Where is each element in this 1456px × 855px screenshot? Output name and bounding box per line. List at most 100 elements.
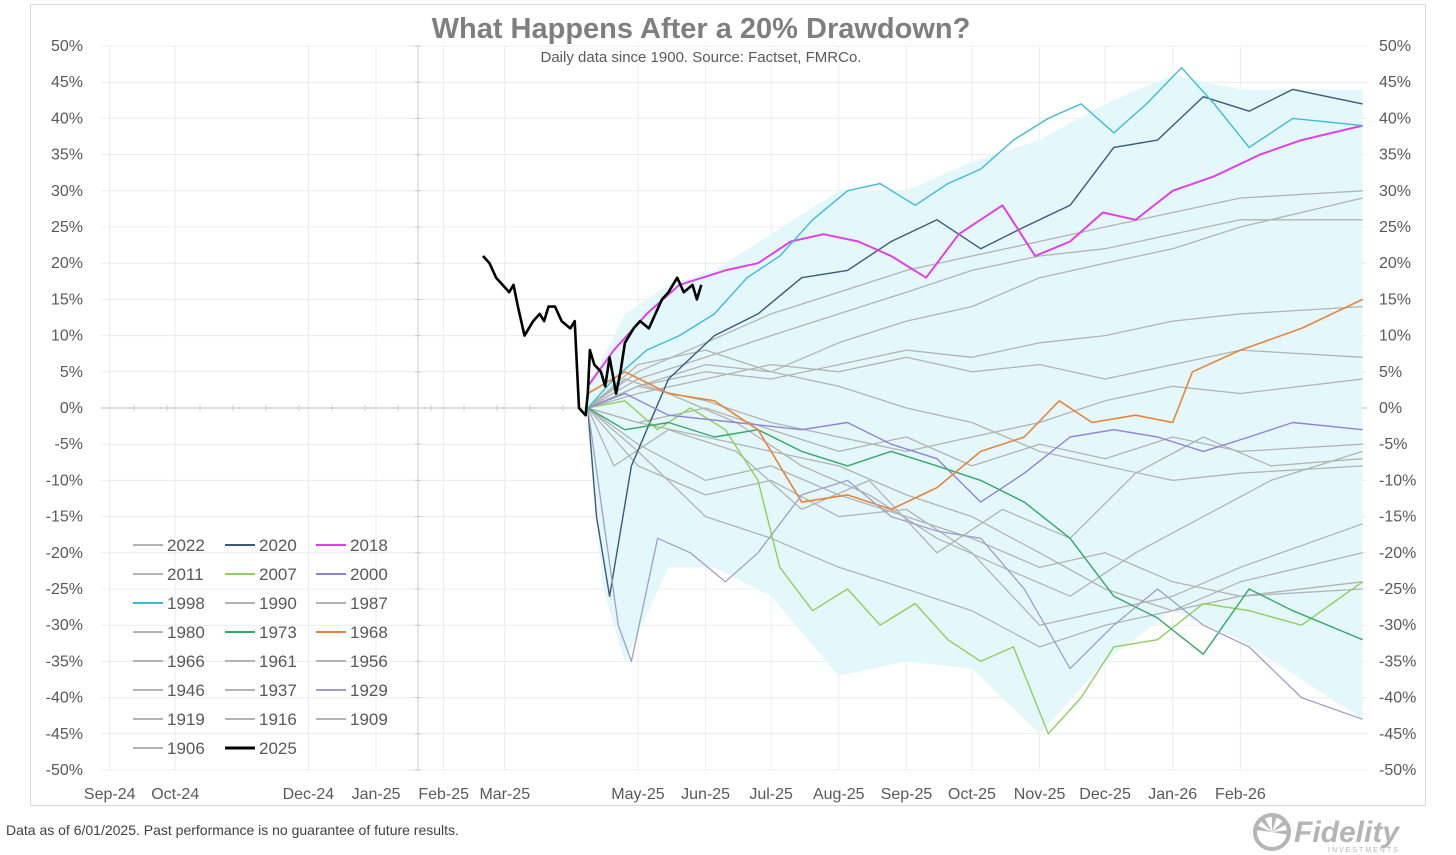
series-line-1909 bbox=[587, 407, 1363, 612]
legend-label-1919: 1919 bbox=[167, 710, 205, 729]
y-tick-label-right: -30% bbox=[1379, 617, 1416, 634]
legend-label-2000: 2000 bbox=[350, 565, 388, 584]
drawdown-chart: 50% 50% 45% 45% 40% 40% 35% 35% 30% 30% 25% 25% 20% 2… bbox=[46, 13, 1417, 803]
y-tick-label-right: 35% bbox=[1379, 147, 1411, 164]
logo-wordmark: Fidelity bbox=[1294, 816, 1400, 849]
legend-label-1946: 1946 bbox=[167, 681, 205, 700]
y-tick-label-left: 20% bbox=[51, 255, 83, 272]
series-line-2000 bbox=[587, 392, 1363, 503]
series-line-2020 bbox=[587, 88, 1363, 597]
y-tick-label-left: 30% bbox=[51, 183, 83, 200]
y-tick-label-left: 25% bbox=[51, 219, 83, 236]
y-tick-label-left: 0% bbox=[60, 400, 83, 417]
series-line-2025 bbox=[482, 255, 703, 417]
y-tick-label-left: -20% bbox=[46, 545, 83, 562]
legend-label-1966: 1966 bbox=[167, 652, 205, 671]
series-line-1906 bbox=[587, 407, 1363, 648]
x-tick-label: Jan-25 bbox=[352, 786, 401, 803]
y-tick-label-left: 35% bbox=[51, 147, 83, 164]
legend-label-1990: 1990 bbox=[259, 594, 297, 613]
y-tick-label-left: 10% bbox=[51, 328, 83, 345]
legend-label-1998: 1998 bbox=[167, 594, 205, 613]
legend-label-1987: 1987 bbox=[350, 594, 388, 613]
legend-label-1906: 1906 bbox=[167, 739, 205, 758]
y-tick-label-right: 45% bbox=[1379, 74, 1411, 91]
y-tick-label-left: 5% bbox=[60, 364, 83, 381]
footer-note: Data as of 6/01/2025. Past performance i… bbox=[6, 822, 459, 838]
legend-label-2011: 2011 bbox=[167, 565, 204, 584]
legend-label-2022: 2022 bbox=[167, 536, 205, 555]
x-tick-label: Sep-24 bbox=[84, 786, 136, 803]
y-tick-label-right: 25% bbox=[1379, 219, 1411, 236]
y-tick-label-right: -25% bbox=[1379, 581, 1416, 598]
legend-label-1973: 1973 bbox=[259, 623, 297, 642]
series-line-2018 bbox=[586, 124, 1363, 387]
legend: 2022 2020 2018 2011 2007 2000 1998 1990 1987 1980… bbox=[133, 536, 388, 758]
x-tick-label: Jan-26 bbox=[1148, 786, 1197, 803]
x-tick-label: Feb-26 bbox=[1215, 786, 1266, 803]
y-tick-label-right: -10% bbox=[1379, 472, 1416, 489]
chart-subtitle: Daily data since 1900. Source: Factset, … bbox=[541, 49, 862, 66]
legend-label-1956: 1956 bbox=[350, 652, 388, 671]
y-tick-label-right: -40% bbox=[1379, 690, 1416, 707]
y-tick-label-right: 20% bbox=[1379, 255, 1411, 272]
series-line-1966 bbox=[587, 305, 1363, 409]
y-tick-label-left: 50% bbox=[51, 38, 83, 55]
y-tick-label-right: -20% bbox=[1379, 545, 1416, 562]
series-line-1919 bbox=[587, 349, 1363, 482]
y-tick-label-right: 10% bbox=[1379, 328, 1411, 345]
series-line-1980 bbox=[587, 190, 1363, 409]
y-tick-label-left: -5% bbox=[55, 436, 83, 453]
y-tick-label-left: -25% bbox=[46, 581, 83, 598]
legend-label-2018: 2018 bbox=[350, 536, 388, 555]
y-tick-label-right: 5% bbox=[1379, 364, 1402, 381]
chart-title: What Happens After a 20% Drawdown? bbox=[432, 13, 971, 45]
y-tick-label-right: -35% bbox=[1379, 653, 1416, 670]
y-tick-label-right: 0% bbox=[1379, 400, 1402, 417]
y-tick-label-left: 40% bbox=[51, 110, 83, 127]
y-tick-label-right: 15% bbox=[1379, 291, 1411, 308]
series-line-1929 bbox=[587, 407, 1363, 720]
x-tick-label: Aug-25 bbox=[813, 786, 865, 803]
y-tick-label-right: 50% bbox=[1379, 38, 1411, 55]
x-tick-label: Oct-25 bbox=[948, 786, 996, 803]
x-tick-label: Dec-25 bbox=[1079, 786, 1131, 803]
x-tick-label: Nov-25 bbox=[1014, 786, 1066, 803]
legend-label-1968: 1968 bbox=[350, 623, 388, 642]
x-tick-label: Jul-25 bbox=[749, 786, 793, 803]
legend-label-1929: 1929 bbox=[350, 681, 388, 700]
legend-label-1916: 1916 bbox=[259, 710, 297, 729]
series-line-1990 bbox=[587, 197, 1363, 409]
y-tick-label-left: -50% bbox=[46, 762, 83, 779]
chart-frame: 50% 50% 45% 45% 40% 40% 35% 35% 30% 30% 25% 25% 20% 2… bbox=[30, 4, 1426, 806]
historical-range-band bbox=[587, 75, 1363, 734]
x-tick-label: Mar-25 bbox=[479, 786, 530, 803]
series-line-1998 bbox=[587, 67, 1363, 409]
x-tick-label: Oct-24 bbox=[151, 786, 199, 803]
x-axis-labels: Sep-24 Oct-24 Dec-24 Jan-25 Feb-25 Mar-25 May-… bbox=[84, 786, 1266, 803]
y-tick-label-right: 40% bbox=[1379, 110, 1411, 127]
y-tick-label-right: -15% bbox=[1379, 509, 1416, 526]
y-tick-label-left: 15% bbox=[51, 291, 83, 308]
y-tick-label-right: -50% bbox=[1379, 762, 1416, 779]
y-tick-label-right: -5% bbox=[1379, 436, 1407, 453]
x-tick-label: Feb-25 bbox=[418, 786, 469, 803]
y-tick-label-left: -30% bbox=[46, 617, 83, 634]
legend-label-1961: 1961 bbox=[259, 652, 297, 671]
y-tick-label-left: -15% bbox=[46, 509, 83, 526]
legend-label-1937: 1937 bbox=[259, 681, 297, 700]
y-tick-label-right: -45% bbox=[1379, 726, 1416, 743]
logo-subtext: INVESTMENTS bbox=[1328, 847, 1400, 854]
series-line-1946 bbox=[587, 407, 1363, 597]
series-line-1987 bbox=[587, 219, 1363, 409]
x-tick-label: Dec-24 bbox=[283, 786, 335, 803]
legend-label-2025: 2025 bbox=[259, 739, 297, 758]
y-tick-label-right: 30% bbox=[1379, 183, 1411, 200]
series-line-1961 bbox=[587, 349, 1363, 409]
legend-label-1980: 1980 bbox=[167, 623, 205, 642]
x-tick-label: Sep-25 bbox=[881, 786, 933, 803]
x-tick-label: May-25 bbox=[611, 786, 664, 803]
y-axis-labels: 50% 50% 45% 45% 40% 40% 35% 35% 30% 30% 25% 25% 20% 2… bbox=[46, 38, 1417, 779]
y-tick-label-left: -40% bbox=[46, 690, 83, 707]
legend-label-2020: 2020 bbox=[259, 536, 297, 555]
